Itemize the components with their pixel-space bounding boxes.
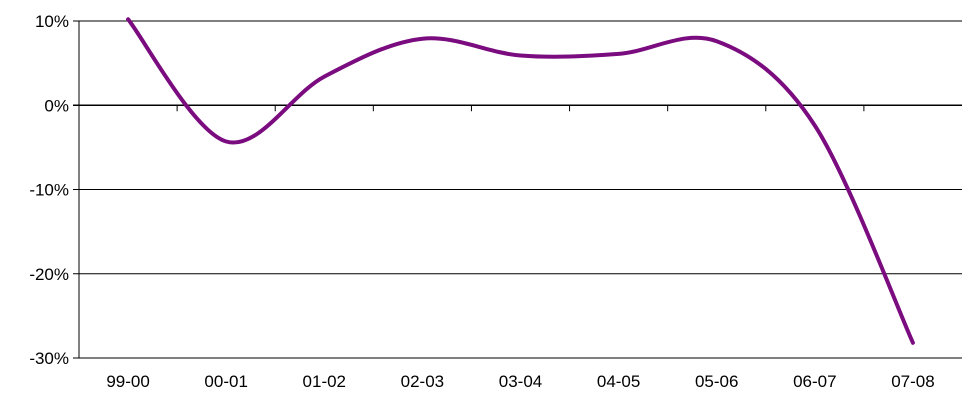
y-tick-labels: 10% 0% -10% -20% -30% bbox=[29, 12, 69, 368]
x-tick-label: 04-05 bbox=[597, 372, 640, 391]
y-tick-label: -10% bbox=[29, 181, 69, 200]
x-tick-label: 07-08 bbox=[891, 372, 934, 391]
series-group bbox=[126, 17, 915, 345]
x-tick-label: 06-07 bbox=[793, 372, 836, 391]
x-tick-label: 99-00 bbox=[106, 372, 149, 391]
x-tick-label: 03-04 bbox=[499, 372, 542, 391]
x-tick-label: 00-01 bbox=[204, 372, 247, 391]
x-tick-marks bbox=[176, 105, 865, 112]
x-tick-label: 05-06 bbox=[695, 372, 738, 391]
y-tick-label: -20% bbox=[29, 265, 69, 284]
x-tick-labels: 99-00 00-01 01-02 02-03 03-04 04-05 05-06 06-07… bbox=[106, 372, 934, 391]
x-tick-label: 02-03 bbox=[401, 372, 444, 391]
y-tick-label: 0% bbox=[44, 96, 69, 115]
y-tick-label: 10% bbox=[35, 12, 69, 31]
series-line bbox=[126, 17, 915, 345]
gridlines bbox=[73, 20, 962, 359]
y-tick-label: -30% bbox=[29, 349, 69, 368]
x-tick-label: 01-02 bbox=[303, 372, 346, 391]
